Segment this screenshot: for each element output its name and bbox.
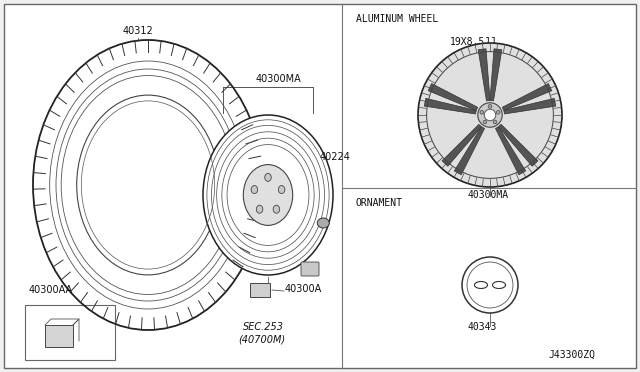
- Text: ALUMINUM WHEEL: ALUMINUM WHEEL: [356, 14, 438, 24]
- Circle shape: [462, 257, 518, 313]
- Circle shape: [488, 105, 492, 108]
- Ellipse shape: [203, 115, 333, 275]
- Circle shape: [497, 110, 500, 114]
- Text: 40300MA: 40300MA: [255, 74, 301, 84]
- Polygon shape: [495, 127, 525, 175]
- Ellipse shape: [257, 205, 263, 213]
- Polygon shape: [478, 49, 490, 101]
- Circle shape: [483, 120, 487, 124]
- Circle shape: [418, 43, 562, 187]
- Polygon shape: [499, 124, 538, 166]
- Bar: [250, 283, 270, 297]
- Text: ORNAMENT: ORNAMENT: [356, 198, 403, 208]
- Polygon shape: [428, 84, 477, 110]
- Text: 40300AA: 40300AA: [29, 285, 73, 295]
- Ellipse shape: [251, 186, 258, 193]
- Text: (40700M): (40700M): [238, 334, 285, 344]
- Text: J43300ZQ: J43300ZQ: [548, 350, 595, 360]
- Ellipse shape: [243, 164, 292, 225]
- Polygon shape: [490, 49, 502, 101]
- Bar: [25, 305, 115, 360]
- Ellipse shape: [278, 186, 285, 193]
- Text: 40300MA: 40300MA: [468, 190, 509, 200]
- Circle shape: [477, 103, 502, 127]
- Circle shape: [493, 120, 497, 124]
- Polygon shape: [442, 124, 481, 166]
- Text: 40300A: 40300A: [285, 284, 323, 294]
- Polygon shape: [424, 98, 476, 114]
- Text: 40343: 40343: [468, 322, 497, 332]
- Bar: [45, 325, 73, 347]
- Text: 40312: 40312: [123, 26, 154, 36]
- Ellipse shape: [273, 205, 280, 213]
- Polygon shape: [454, 127, 484, 175]
- Text: 19X8.5JJ: 19X8.5JJ: [450, 37, 497, 47]
- Ellipse shape: [265, 173, 271, 182]
- Ellipse shape: [77, 95, 220, 275]
- Ellipse shape: [317, 218, 329, 228]
- Text: 40224: 40224: [320, 152, 351, 162]
- Circle shape: [480, 110, 484, 114]
- Circle shape: [484, 109, 496, 121]
- Text: SEC.253: SEC.253: [243, 322, 284, 332]
- FancyBboxPatch shape: [301, 262, 319, 276]
- Polygon shape: [504, 98, 556, 114]
- Polygon shape: [502, 84, 552, 110]
